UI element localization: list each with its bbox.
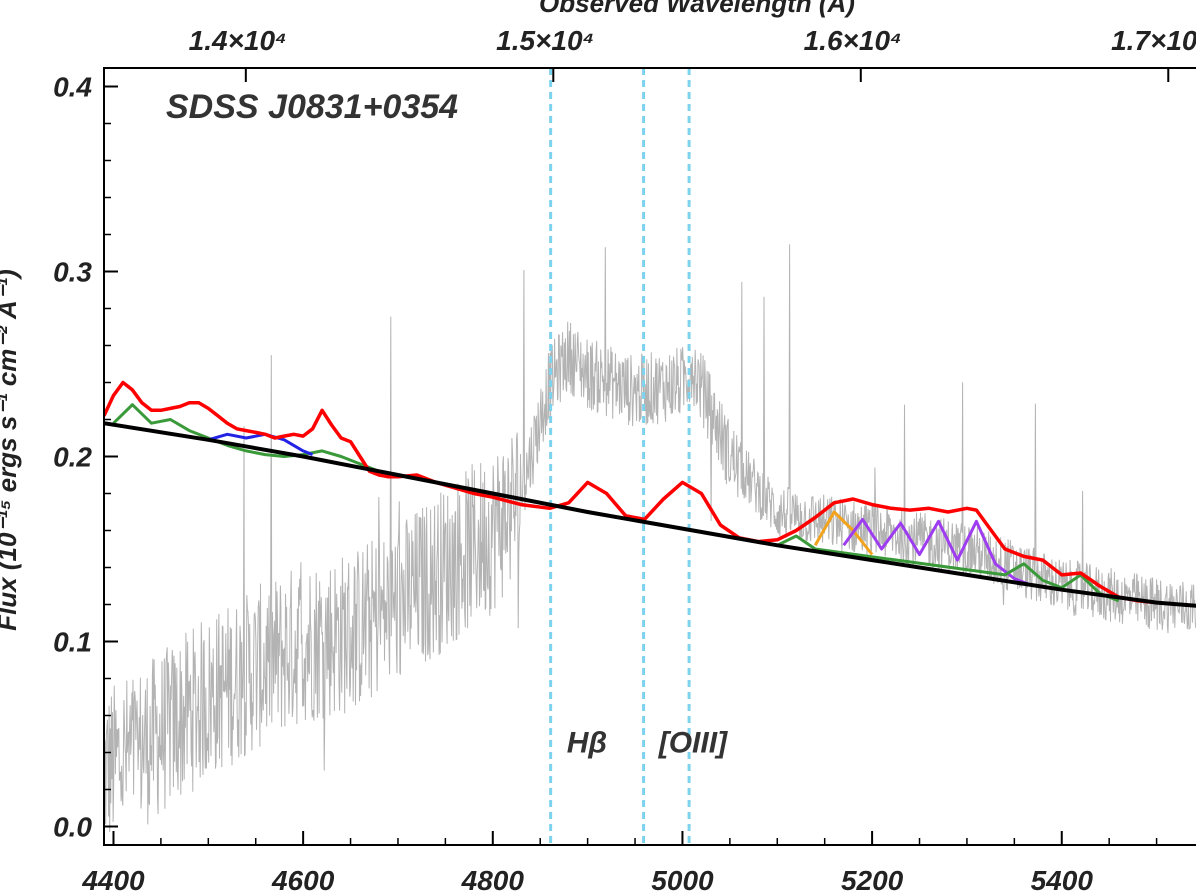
line-annotations: Hβ [OIII]	[567, 727, 728, 760]
top-tick-label: 1.5×10⁴	[496, 25, 594, 56]
plot-frame	[103, 67, 1196, 846]
model-layer	[104, 380, 1196, 608]
x-tick-label: 5000	[651, 865, 714, 895]
x-tick-label: 5400	[1031, 865, 1094, 895]
y-tick-label: 0.4	[53, 72, 92, 103]
top-tick-label: 1.6×10⁴	[804, 25, 902, 56]
plot-area	[104, 68, 1196, 845]
x-tick-label: 4600	[271, 865, 335, 895]
component-line-2	[813, 510, 874, 556]
top-tick-label: 1.7×10⁴	[1111, 25, 1196, 56]
tick-labels: 4400 4600 4800 5000 5200 5400 0.0 0.1 0.2 0.3 0.4 1…	[53, 25, 1196, 895]
y-tick-label: 0.1	[53, 627, 92, 658]
component-line-3	[842, 517, 1034, 588]
chart-title: SDSS J0831+0354	[166, 88, 458, 126]
continuum-line	[104, 421, 1196, 608]
component-fits	[112, 403, 1120, 603]
component-line-4	[776, 534, 1120, 603]
total-model-line	[104, 380, 1196, 608]
line-label: Hβ	[567, 727, 607, 760]
line-label: [OIII]	[658, 727, 728, 760]
reference-lines	[549, 68, 691, 845]
top-axis-title: Observed Wavelength (Å)	[539, 0, 855, 18]
top-tick-label: 1.4×10⁴	[189, 25, 287, 56]
observed-spectrum-line	[104, 244, 1196, 833]
tick-marks	[104, 68, 1170, 845]
x-tick-label: 5200	[841, 865, 904, 895]
y-axis-title: Flux (10⁻¹⁵ ergs s⁻¹ cm⁻² Å⁻¹)	[0, 269, 22, 631]
x-tick-label: 4800	[461, 865, 525, 895]
y-tick-label: 0.2	[53, 442, 92, 473]
observed-spectrum	[104, 244, 1196, 833]
y-tick-label: 0.3	[53, 257, 92, 288]
x-tick-label: 4400	[81, 865, 145, 895]
y-tick-label: 0.0	[53, 812, 92, 843]
component-line-0	[112, 403, 399, 477]
